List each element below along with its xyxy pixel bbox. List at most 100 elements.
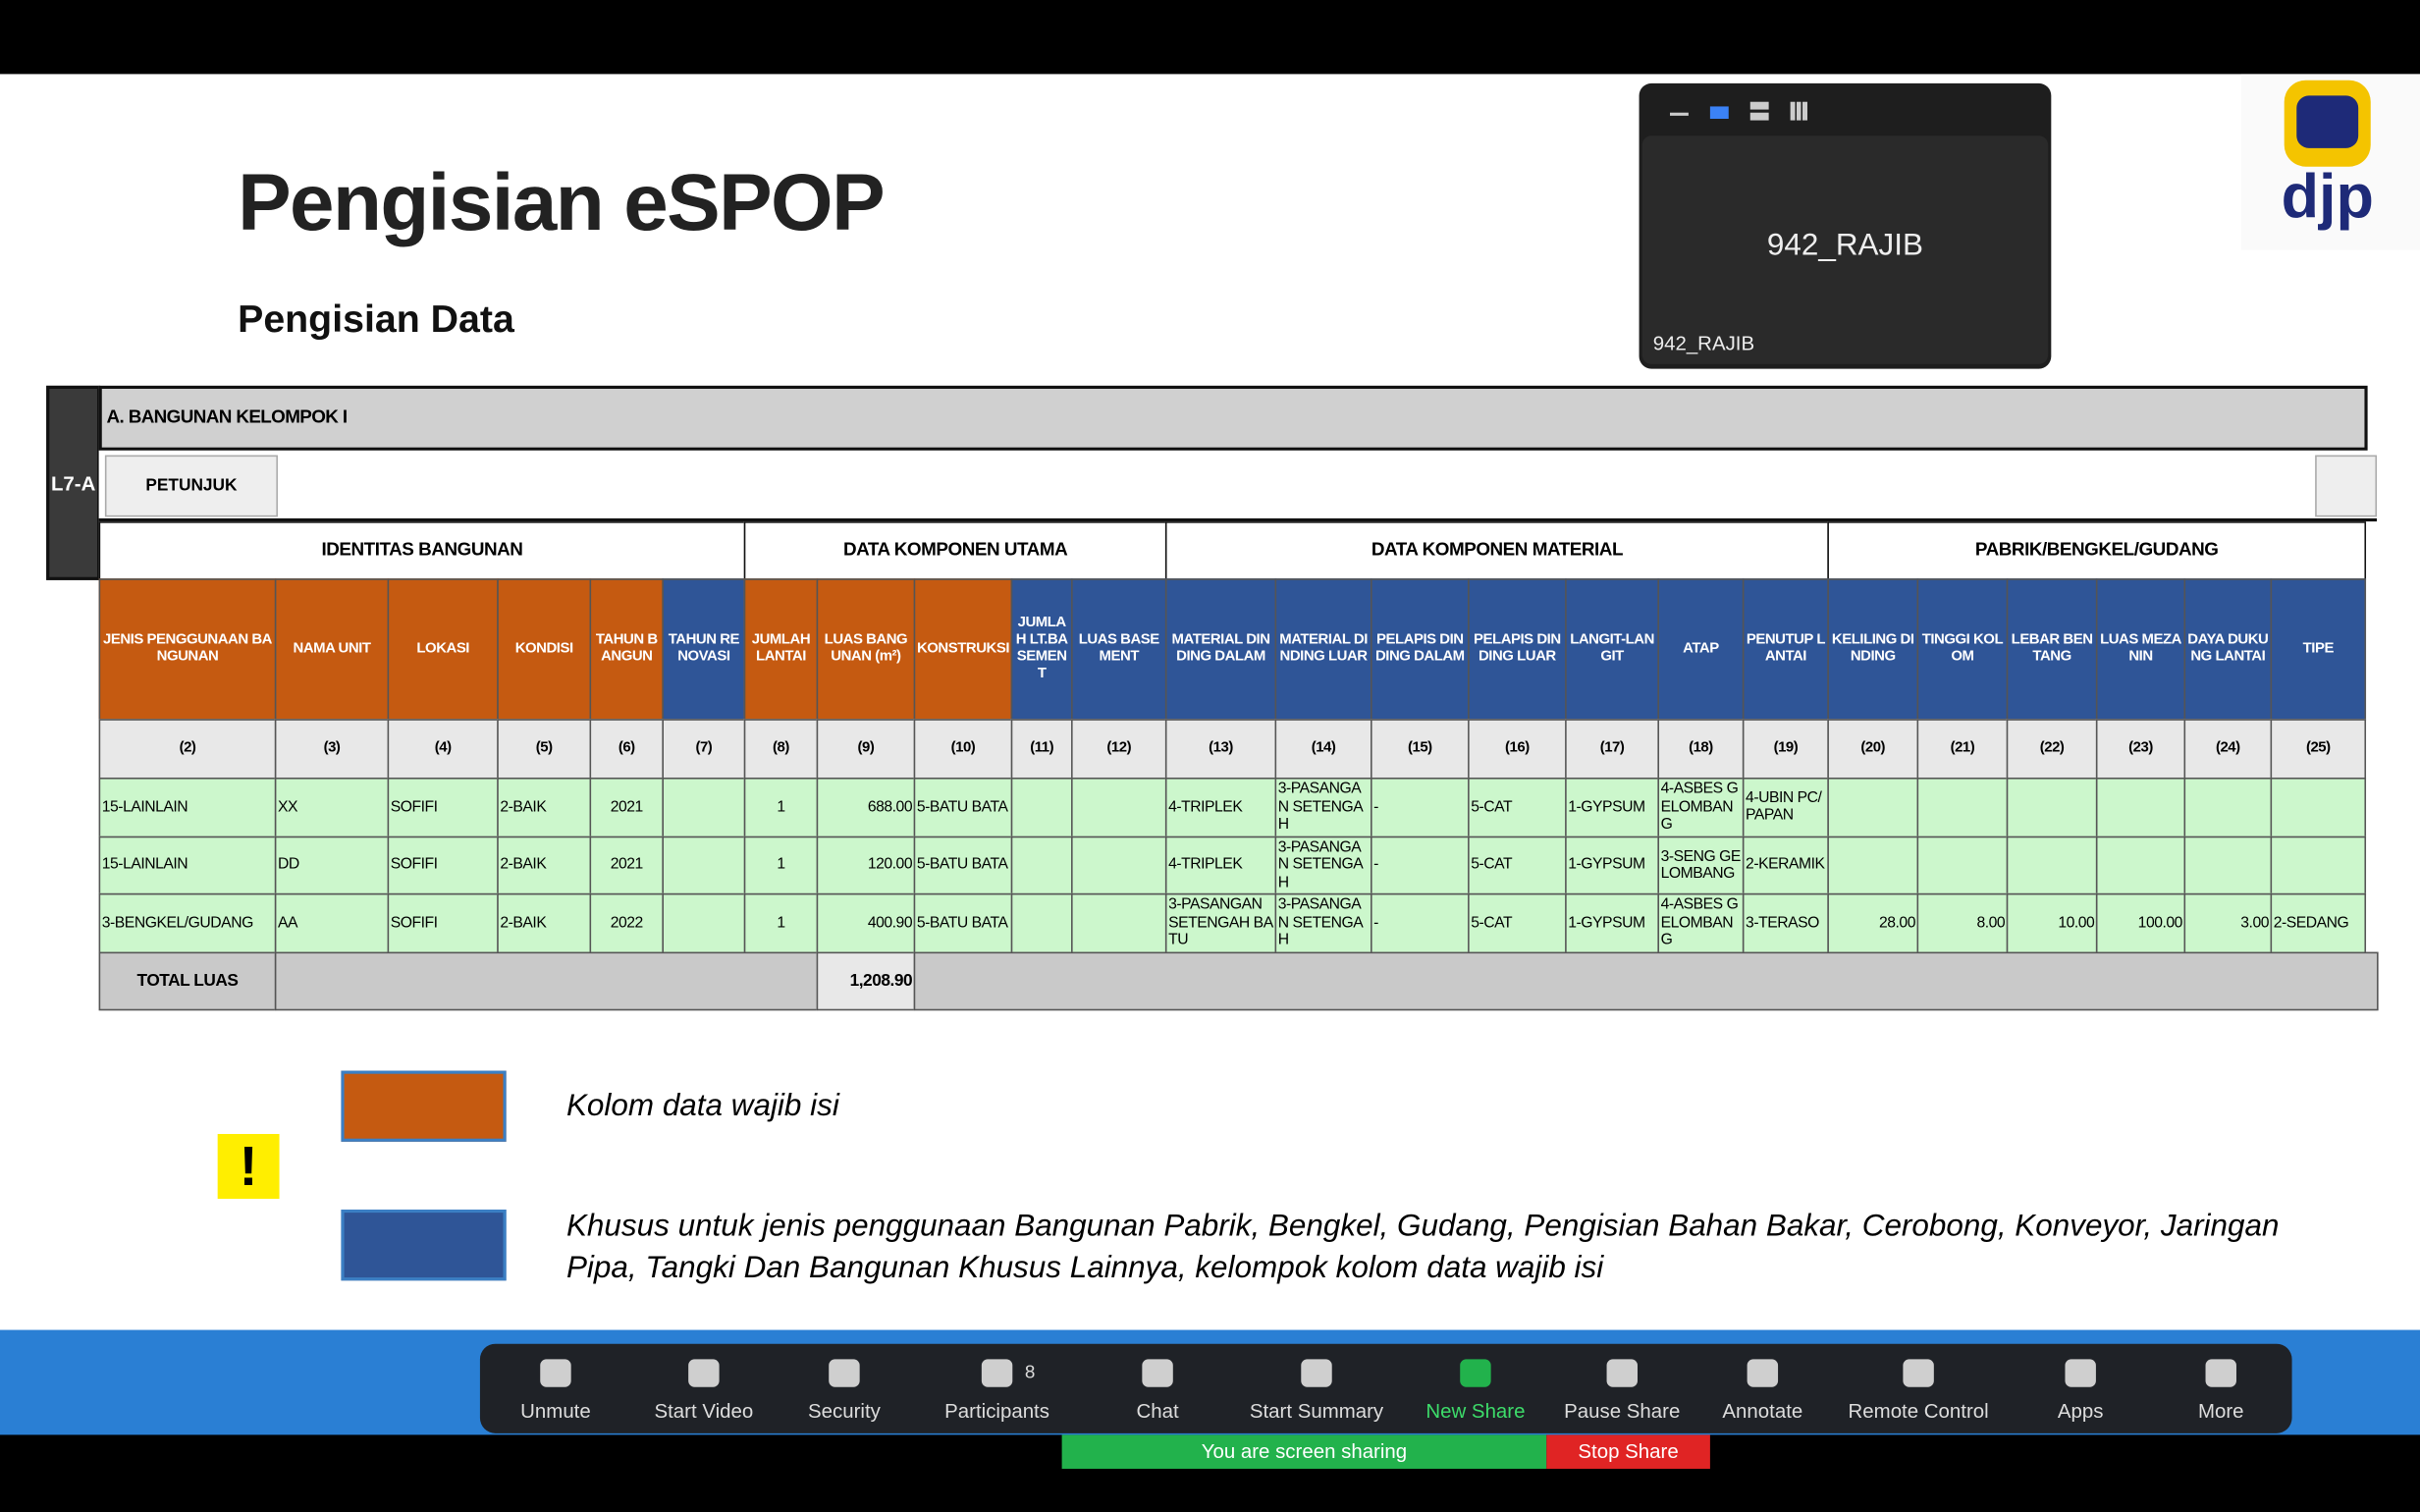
cell: XX xyxy=(274,777,390,837)
cell: 5-CAT xyxy=(1468,893,1567,954)
toolbar-label: Chat xyxy=(1136,1399,1179,1423)
column-number: (4) xyxy=(387,719,499,780)
toolbar-label: Participants xyxy=(944,1399,1049,1423)
column-number: (23) xyxy=(2095,719,2186,780)
toolbar-label: Annotate xyxy=(1722,1399,1803,1423)
cell: 28.00 xyxy=(1827,893,1919,954)
total-label: TOTAL LUAS xyxy=(98,951,277,1011)
toolbar-icon xyxy=(1606,1359,1638,1387)
column-header: DAYA DUKUNG LANTAI xyxy=(2183,578,2273,721)
cell: 2-SEDANG xyxy=(2270,893,2367,954)
toolbar-label: Pause Share xyxy=(1564,1399,1681,1423)
group-header: DATA KOMPONEN MATERIAL xyxy=(1164,521,1829,580)
video-area xyxy=(1641,135,2049,364)
cell: 4-TRIPLEK xyxy=(1164,777,1277,837)
toolbar-icon xyxy=(540,1359,571,1387)
cell xyxy=(1916,836,2009,896)
toolbar-button[interactable]: Start Video xyxy=(634,1344,773,1433)
toolbar xyxy=(479,1343,2292,1433)
cell xyxy=(662,836,746,896)
cell: 1-GYPSUM xyxy=(1565,836,1660,896)
cell xyxy=(1010,893,1073,954)
participant-label: 942_RAJIB xyxy=(1652,331,1755,355)
column-number: (25) xyxy=(2270,719,2367,780)
total-rest xyxy=(913,951,2379,1011)
cell xyxy=(662,893,746,954)
toolbar-icon xyxy=(2065,1359,2096,1387)
logo-text: djp xyxy=(2281,163,2374,232)
column-number: (18) xyxy=(1657,719,1745,780)
cell: 120.00 xyxy=(816,836,916,896)
toolbar-button[interactable]: Security xyxy=(790,1344,898,1433)
column-number: (12) xyxy=(1071,719,1167,780)
toolbar-button[interactable]: Apps xyxy=(2034,1344,2126,1433)
column-number: (16) xyxy=(1468,719,1567,780)
petunjuk-button[interactable]: PETUNJUK xyxy=(104,455,278,517)
cell: 3-BENGKEL/GUDANG xyxy=(98,893,277,954)
toolbar-button[interactable]: New Share xyxy=(1406,1344,1544,1433)
cell: SOFIFI xyxy=(387,836,499,896)
cell: 1-GYPSUM xyxy=(1565,777,1660,837)
cell: - xyxy=(1371,893,1470,954)
column-header: LANGIT-LANGIT xyxy=(1565,578,1660,721)
cell: 2-BAIK xyxy=(497,893,592,954)
button-cut[interactable] xyxy=(2315,455,2378,517)
stop-share[interactable]: Stop Share xyxy=(1546,1434,1710,1469)
cell xyxy=(1010,836,1073,896)
cell: 15-LAINLAIN xyxy=(98,777,277,837)
column-header: MATERIAL DINDING LUAR xyxy=(1274,578,1372,721)
toolbar-button[interactable]: Unmute xyxy=(494,1344,618,1433)
toolbar-icon xyxy=(1903,1359,1934,1387)
cell: 4-ASBES GELOMBANG xyxy=(1657,893,1745,954)
cell: 688.00 xyxy=(816,777,916,837)
cell: 3.00 xyxy=(2183,893,2273,954)
column-number: (11) xyxy=(1010,719,1073,780)
toolbar-button[interactable]: Annotate xyxy=(1700,1344,1824,1433)
cell xyxy=(662,777,746,837)
group-header: PABRIK/BENGKEL/GUDANG xyxy=(1827,521,2367,580)
toolbar-label: Unmute xyxy=(520,1399,591,1423)
cell: 2021 xyxy=(589,777,665,837)
cell: 1 xyxy=(743,836,819,896)
cell: DD xyxy=(274,836,390,896)
column-header: PELAPIS DINDING DALAM xyxy=(1371,578,1470,721)
column-number: (19) xyxy=(1742,719,1829,780)
column-number: (20) xyxy=(1827,719,1919,780)
column-number: (21) xyxy=(1916,719,2009,780)
cell xyxy=(2183,836,2273,896)
column-number: (13) xyxy=(1164,719,1277,780)
cell: 1 xyxy=(743,893,819,954)
cell: 15-LAINLAIN xyxy=(98,836,277,896)
participant-name: 942_RAJIB xyxy=(1766,228,1923,263)
cell xyxy=(2270,836,2367,896)
video-tile[interactable]: 942_RAJIB 942_RAJIB xyxy=(1639,82,2052,369)
cell: 5-BATU BATA xyxy=(913,777,1013,837)
cell: 4-UBIN PC/PAPAN xyxy=(1742,777,1829,837)
column-header: TAHUN BANGUN xyxy=(589,578,665,721)
toolbar-icon xyxy=(1747,1359,1779,1387)
cell: 1 xyxy=(743,777,819,837)
cell xyxy=(1071,836,1167,896)
cell: 4-TRIPLEK xyxy=(1164,836,1277,896)
column-header: JUMLAH LANTAI xyxy=(743,578,819,721)
cell: 5-BATU BATA xyxy=(913,893,1013,954)
toolbar-label: New Share xyxy=(1425,1399,1526,1423)
toolbar-button[interactable]: Pause Share xyxy=(1553,1344,1692,1433)
column-number: (3) xyxy=(274,719,390,780)
cell: 4-ASBES GELOMBANG xyxy=(1657,777,1745,837)
column-header: MATERIAL DINDING DALAM xyxy=(1164,578,1277,721)
cell: 3-TERASO xyxy=(1742,893,1829,954)
toolbar-button[interactable]: Remote Control xyxy=(1826,1344,2012,1433)
cell xyxy=(2006,777,2098,837)
toolbar-button[interactable]: Participants xyxy=(920,1344,1074,1433)
toolbar-button[interactable]: More xyxy=(2175,1344,2267,1433)
participant-count: 8 xyxy=(1024,1360,1036,1382)
cell: - xyxy=(1371,777,1470,837)
group-header: IDENTITAS BANGUNAN xyxy=(98,521,746,580)
toolbar-button[interactable]: Start Summary xyxy=(1232,1344,1402,1433)
cell: 3-PASANGAN SETENGAH BATU xyxy=(1164,893,1277,954)
cell: 1-GYPSUM xyxy=(1565,893,1660,954)
subtitle: Pengisian Data xyxy=(238,297,514,342)
toolbar-button[interactable]: Chat xyxy=(1111,1344,1204,1433)
